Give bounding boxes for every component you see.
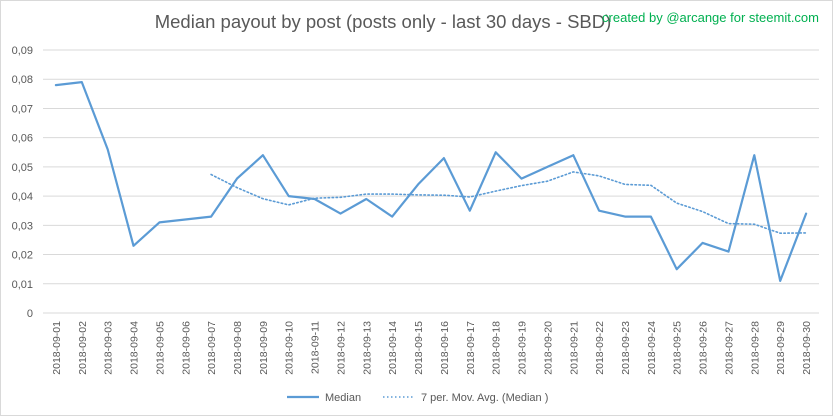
y-tick-label: 0,03 [12,220,33,232]
x-tick-label: 2018-09-22 [594,321,606,375]
y-tick-label: 0,05 [12,162,33,174]
x-tick-label: 2018-09-02 [77,321,89,375]
x-tick-label: 2018-09-16 [439,321,451,375]
x-tick-label: 2018-09-30 [801,321,813,375]
x-tick-label: 2018-09-27 [723,321,735,375]
gridlines [43,49,819,314]
x-tick-label: 2018-09-20 [542,321,554,375]
y-axis-ticks: 0 0,01 0,02 0,03 0,04 0,05 0,06 0,07 0,08 0,09 [12,45,33,320]
credit-text: created by @arcange for steemit.com [602,10,819,25]
x-tick-label: 2018-09-11 [310,321,322,374]
y-tick-label: 0,02 [12,250,33,262]
legend: Median 7 per. Mov. Avg. (Median ) [287,392,548,404]
x-tick-label: 2018-09-21 [568,321,580,375]
x-axis-ticks: 2018-09-01 2018-09-02 2018-09-03 2018-09-04… [51,321,813,375]
x-tick-label: 2018-09-14 [387,321,399,375]
series-line-moving-average [210,171,807,234]
y-tick-label: 0,09 [12,45,33,57]
x-tick-label: 2018-09-26 [698,321,710,375]
x-tick-label: 2018-09-29 [775,321,787,375]
x-tick-label: 2018-09-07 [206,321,218,375]
legend-label-moving-average: 7 per. Mov. Avg. (Median ) [421,392,548,404]
chart-title: Median payout by post (posts only - last… [155,11,612,32]
x-tick-label: 2018-09-05 [154,321,166,375]
x-tick-label: 2018-09-15 [413,321,425,375]
y-tick-label: 0,07 [12,103,33,115]
series-line-median [54,80,808,282]
y-tick-label: 0,06 [12,133,33,145]
legend-label-median: Median [325,392,361,404]
x-tick-label: 2018-09-08 [232,321,244,375]
x-tick-label: 2018-09-13 [361,321,373,375]
x-tick-label: 2018-09-03 [103,321,115,375]
y-tick-label: 0,08 [12,74,33,86]
x-tick-label: 2018-09-12 [335,321,347,375]
x-tick-label: 2018-09-06 [180,321,192,375]
y-tick-label: 0,01 [12,279,33,291]
series-lines [54,80,808,282]
y-tick-label: 0 [27,308,33,320]
x-tick-label: 2018-09-01 [51,321,63,375]
x-tick-label: 2018-09-24 [646,321,658,375]
x-tick-label: 2018-09-09 [258,321,270,375]
x-tick-label: 2018-09-17 [465,321,477,375]
y-tick-label: 0,04 [12,191,33,203]
x-tick-label: 2018-09-23 [620,321,632,375]
x-tick-label: 2018-09-28 [749,321,761,375]
x-tick-label: 2018-09-04 [129,321,141,375]
x-tick-label: 2018-09-18 [491,321,503,375]
x-tick-label: 2018-09-25 [672,321,684,375]
x-tick-label: 2018-09-19 [517,321,529,375]
x-tick-label: 2018-09-10 [284,321,296,375]
